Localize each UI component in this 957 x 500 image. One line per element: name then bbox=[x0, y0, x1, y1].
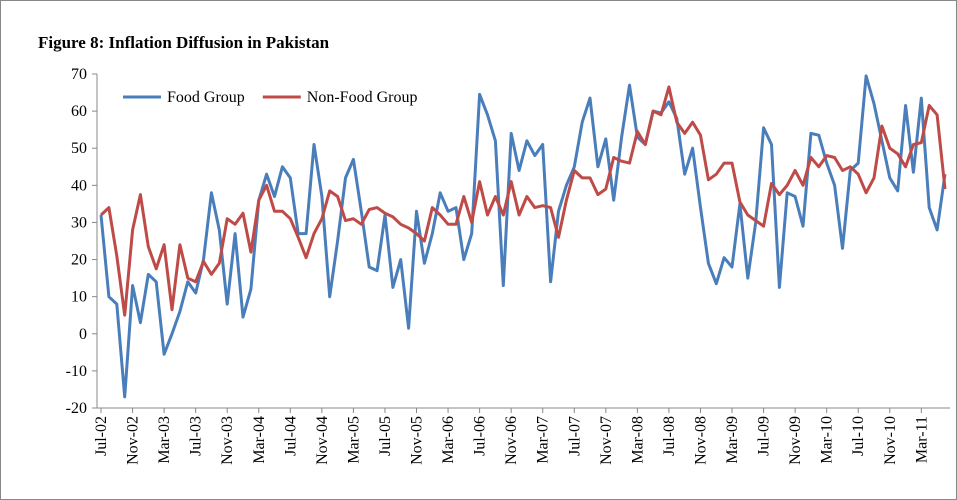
y-tick-label: 60 bbox=[71, 103, 87, 120]
series-line bbox=[99, 85, 947, 317]
series-line bbox=[99, 74, 947, 399]
x-tick-label: Nov-02 bbox=[125, 416, 142, 465]
x-tick-label: Mar-07 bbox=[535, 416, 552, 464]
x-tick-label: Nov-09 bbox=[787, 416, 804, 465]
x-tick-label: Mar-11 bbox=[913, 416, 930, 463]
x-tick-label: Nov-08 bbox=[692, 416, 709, 465]
x-tick-label: Jul-10 bbox=[850, 416, 867, 456]
x-tick-label: Nov-06 bbox=[503, 416, 520, 465]
x-tick-label: Mar-05 bbox=[345, 416, 362, 464]
legend-label: Food Group bbox=[167, 89, 245, 106]
x-tick-label: Nov-07 bbox=[598, 416, 615, 465]
chart-title: Figure 8: Inflation Diffusion in Pakista… bbox=[38, 33, 330, 52]
y-tick-label: 70 bbox=[71, 66, 87, 83]
x-tick-label: Nov-05 bbox=[409, 416, 426, 465]
x-tick-label: Mar-06 bbox=[440, 416, 457, 464]
x-tick-label: Nov-03 bbox=[219, 416, 236, 465]
x-tick-label: Jul-07 bbox=[566, 416, 583, 456]
x-tick-label: Nov-04 bbox=[314, 416, 331, 465]
y-tick-label: 30 bbox=[71, 214, 87, 231]
x-tick-label: Jul-08 bbox=[661, 416, 678, 456]
y-tick-label: 0 bbox=[79, 326, 87, 343]
x-tick-label: Jul-04 bbox=[282, 416, 299, 456]
x-tick-label: Jul-03 bbox=[188, 416, 205, 456]
y-tick-label: 50 bbox=[71, 140, 87, 157]
y-tick-label: 10 bbox=[71, 289, 87, 306]
y-tick-label: -10 bbox=[66, 363, 87, 380]
x-tick-label: Mar-04 bbox=[251, 416, 268, 464]
x-tick-label: Jul-09 bbox=[756, 416, 773, 456]
legend-label: Non-Food Group bbox=[307, 89, 418, 106]
y-tick-label: 40 bbox=[71, 177, 87, 194]
x-tick-label: Jul-05 bbox=[377, 416, 394, 456]
x-tick-label: Nov-10 bbox=[882, 416, 899, 465]
x-tick-label: Mar-08 bbox=[629, 416, 646, 464]
x-tick-label: Jul-06 bbox=[472, 416, 489, 456]
x-tick-label: Mar-03 bbox=[156, 416, 173, 464]
y-tick-label: -20 bbox=[66, 400, 87, 417]
x-tick-label: Mar-09 bbox=[724, 416, 741, 464]
y-tick-label: 20 bbox=[71, 252, 87, 269]
x-tick-label: Mar-10 bbox=[819, 416, 836, 464]
x-tick-label: Jul-02 bbox=[93, 416, 110, 456]
